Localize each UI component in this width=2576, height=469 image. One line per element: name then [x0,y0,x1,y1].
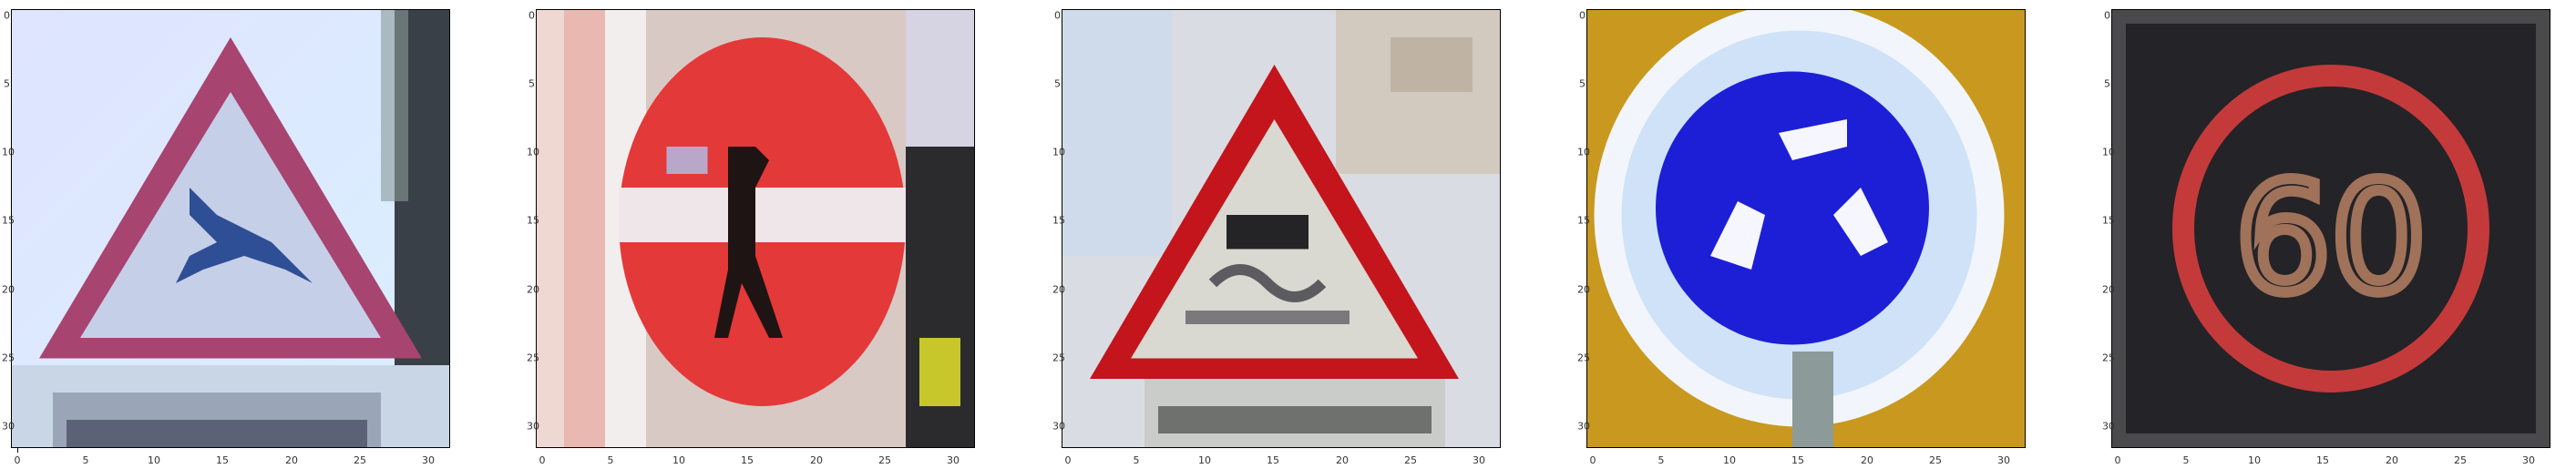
x-tick-label: 10 [1198,454,1211,466]
y-tick-label: 20 [1052,283,1065,296]
y-tick-label: 0 [529,9,535,22]
speed-limit-image: 60 [2112,10,2550,447]
x-tick-label: 20 [1336,454,1349,466]
y-tick-label: 10 [1052,146,1065,158]
panel-no-entry: 0 5 10 15 20 25 30 0 5 10 15 20 25 30 [527,0,1001,469]
panel-roundabout: 0 5 10 15 20 25 30 0 5 10 15 20 25 30 [1577,0,2051,469]
panel-slippery-road: 0 5 10 15 20 25 30 0 5 10 15 20 25 30 [1052,0,1526,469]
x-tick-label: 30 [1997,454,2010,466]
y-tick-label: 30 [1577,420,1590,433]
y-tick-label: 30 [1052,420,1065,433]
x-tick-label: 10 [2248,454,2261,466]
x-tick-label: 30 [947,454,960,466]
y-tick-label: 5 [4,77,10,90]
no-entry-image [537,10,974,447]
x-tick-label: 10 [1723,454,1736,466]
speed-limit-number: 60 [2235,151,2427,326]
y-tick-label: 25 [527,352,539,364]
y-tick-label: 10 [527,146,539,158]
roundabout-image [1587,10,2025,447]
x-tick-label: 0 [14,454,21,466]
panel-deer-crossing: 0 5 10 15 20 25 30 0 5 10 15 20 25 30 [2,0,476,469]
x-tick-label: 5 [1657,454,1665,466]
y-tick-label: 0 [4,9,10,22]
y-tick-label: 30 [2,420,15,433]
y-tick-label: 5 [529,77,535,90]
y-tick-label: 20 [1577,283,1590,296]
x-tick-label: 15 [741,454,754,466]
x-tick-label: 10 [672,454,685,466]
y-tick-label: 15 [1052,214,1065,227]
x-tick-label: 20 [2386,454,2398,466]
x-tick-label: 30 [1473,454,1485,466]
x-tick-label: 10 [148,454,160,466]
y-tick-label: 30 [527,420,539,433]
y-tick-label: 0 [1579,9,1586,22]
image-slippery-road-sign [1062,9,1501,448]
x-tick-label: 0 [2114,454,2121,466]
y-tick-label: 25 [1577,352,1590,364]
y-tick-label: 20 [2102,283,2115,296]
image-deer-crossing-sign [11,9,450,448]
y-tick-label: 30 [2102,420,2115,433]
y-tick-label: 20 [2,283,15,296]
x-tick-label: 15 [2316,454,2329,466]
x-tick-label: 25 [878,454,891,466]
image-speed-limit-sign: 60 [2111,9,2550,448]
x-axis-tick-marks [17,448,18,453]
x-tick-label: 25 [1929,454,1942,466]
x-tick-label: 5 [82,454,89,466]
image-roundabout-sign [1586,9,2026,448]
y-tick-label: 10 [2102,146,2115,158]
deer-crossing-image [12,10,449,447]
x-tick-label: 20 [810,454,823,466]
y-tick-label: 15 [2102,214,2115,227]
x-tick-label: 25 [354,454,366,466]
x-tick-label: 15 [1791,454,1804,466]
x-tick-label: 25 [1404,454,1417,466]
x-tick-label: 15 [216,454,229,466]
y-tick-label: 5 [1579,77,1586,90]
y-tick-label: 15 [1577,214,1590,227]
y-tick-label: 0 [1054,9,1061,22]
image-no-entry-sign [536,9,975,448]
x-tick-label: 30 [422,454,435,466]
x-tick-label: 20 [285,454,298,466]
x-tick-label: 0 [1589,454,1596,466]
y-tick-label: 15 [2,214,15,227]
x-tick-label: 30 [2522,454,2535,466]
panel-speed-limit-60: 60 0 5 10 15 20 25 30 0 5 10 15 20 25 30 [2102,0,2576,469]
y-tick-label: 15 [527,214,539,227]
y-tick-label: 0 [2104,9,2110,22]
y-tick-label: 25 [2,352,15,364]
slippery-road-image [1062,10,1500,447]
x-tick-label: 0 [1064,454,1072,466]
y-tick-label: 5 [1054,77,1061,90]
y-tick-label: 5 [2104,77,2110,90]
y-tick-label: 20 [527,283,539,296]
x-tick-label: 5 [607,454,614,466]
x-tick-label: 5 [1133,454,1140,466]
x-tick-label: 5 [2182,454,2190,466]
y-tick-label: 10 [1577,146,1590,158]
y-tick-label: 10 [2,146,15,158]
x-tick-label: 0 [539,454,546,466]
x-tick-label: 25 [2454,454,2467,466]
y-tick-label: 25 [2102,352,2115,364]
x-tick-label: 20 [1861,454,1873,466]
x-tick-label: 15 [1267,454,1279,466]
y-tick-label: 25 [1052,352,1065,364]
